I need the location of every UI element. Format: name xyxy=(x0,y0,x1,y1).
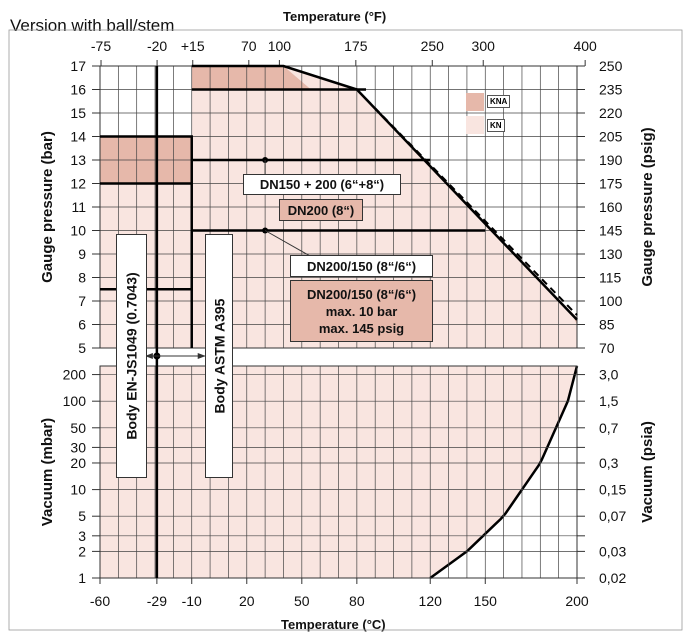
x-tick-celsius: 80 xyxy=(349,593,365,609)
series-dn200-dashed xyxy=(365,98,578,316)
x-tick-celsius: -10 xyxy=(182,593,202,609)
x-tick-fahrenheit: -20 xyxy=(147,38,167,54)
vacuum-left-tick: 5 xyxy=(78,508,86,524)
annotation-dn150-200: DN150 + 200 (6“+8“) xyxy=(243,174,401,195)
pressure-ylabel-right: Gauge pressure (psig) xyxy=(639,127,656,286)
annotation-dn200-150-line3: max. 145 psig xyxy=(318,320,405,336)
vacuum-frame xyxy=(99,365,578,579)
vacuum-ylabel-right: Vacuum (psia) xyxy=(639,421,656,523)
annotation-dn200-150-line1: DN200/150 (8“/6“) xyxy=(306,286,417,302)
annotation-dn200-150: DN200/150 (8“/6“) xyxy=(290,255,433,277)
series-en-js1049-line xyxy=(100,135,193,185)
legend-kn-swatch xyxy=(466,116,484,134)
x-tick-fahrenheit: 300 xyxy=(472,38,496,54)
vacuum-left-tick: 50 xyxy=(70,420,86,436)
legend-kn-label: KN xyxy=(487,119,505,132)
body-en-js1049-text: Body EN-JS1049 (0.7043) xyxy=(123,272,140,440)
pressure-right-tick: 250 xyxy=(599,58,623,74)
x-tick-fahrenheit: -75 xyxy=(91,38,111,54)
pressure-right-tick: 115 xyxy=(599,270,622,286)
pressure-outside-left xyxy=(100,66,192,137)
bottom-axis-title: Temperature (°C) xyxy=(281,617,386,632)
vacuum-right-tick: 0,03 xyxy=(599,543,626,559)
vacuum-left-tick: 10 xyxy=(70,482,86,498)
pressure-left-tick: 17 xyxy=(70,58,86,74)
pressure-left-tick: 9 xyxy=(78,246,86,262)
x-tick-fahrenheit: 175 xyxy=(344,38,368,54)
vacuum-left-tick: 20 xyxy=(70,455,86,471)
vacuum-right-tick: 1,5 xyxy=(599,393,619,409)
pressure-left-tick: 6 xyxy=(78,317,86,333)
pressure-left-tick: 8 xyxy=(78,270,86,286)
x-tick-fahrenheit: 400 xyxy=(573,38,597,54)
pressure-right-tick: 70 xyxy=(599,340,615,356)
pressure-left-tick: 11 xyxy=(71,199,86,215)
vacuum-right-tick: 0,15 xyxy=(599,482,626,498)
vacuum-boundary-line xyxy=(429,365,579,580)
top-axis-title: Temperature (°F) xyxy=(283,9,387,24)
x-tick-fahrenheit: 100 xyxy=(268,38,292,54)
pressure-right-tick: 235 xyxy=(599,82,623,98)
body-astm-a395-text: Body ASTM A395 xyxy=(211,298,227,414)
x-tick-fahrenheit: 250 xyxy=(421,38,445,54)
pressure-left-tick: 7 xyxy=(78,293,86,309)
pressure-right-tick: 100 xyxy=(599,293,623,309)
x-tick-fahrenheit: 70 xyxy=(241,38,257,54)
outer-border xyxy=(8,29,683,631)
pressure-right-tick: 190 xyxy=(599,152,623,168)
pressure-left-tick: 12 xyxy=(70,176,86,192)
vacuum-right-tick: 0,7 xyxy=(599,420,619,436)
x-tick-celsius: 50 xyxy=(294,593,310,609)
x-tick-celsius: 200 xyxy=(565,593,589,609)
body-en-js1049-label: Body EN-JS1049 (0.7043) xyxy=(116,234,147,478)
pressure-left-tick: 5 xyxy=(78,340,86,356)
arrowhead-left xyxy=(144,353,153,359)
x-tick-celsius: -29 xyxy=(147,593,167,609)
pressure-right-tick: 130 xyxy=(599,246,623,262)
annotation-dn200-150-line2: max. 10 bar xyxy=(325,303,398,319)
kna-region-top xyxy=(191,66,311,90)
leader-dn200-150 xyxy=(264,230,311,257)
series-dn150-200-line xyxy=(191,64,578,321)
vacuum-left-tick: 30 xyxy=(70,439,86,455)
arrowhead-right xyxy=(197,353,206,359)
annotation-dn200-150-limits: DN200/150 (8“/6“) max. 10 bar max. 145 p… xyxy=(290,280,433,342)
pressure-right-tick: 205 xyxy=(599,129,623,145)
vacuum-left-tick: 1 xyxy=(78,570,86,586)
pressure-left-tick: 16 xyxy=(70,82,86,98)
pressure-ylabel-left: Gauge pressure (bar) xyxy=(39,131,56,283)
x-tick-celsius: 150 xyxy=(474,593,498,609)
vacuum-left-tick: 200 xyxy=(63,367,87,383)
pressure-right-tick: 220 xyxy=(599,105,623,121)
pressure-left-tick: 10 xyxy=(70,223,86,239)
x-tick-celsius: 120 xyxy=(419,593,443,609)
legend-kna-label: KNA xyxy=(487,95,511,108)
vacuum-right-tick: 3,0 xyxy=(599,367,619,383)
pressure-right-tick: 175 xyxy=(599,176,623,192)
vacuum-right-tick: 0,3 xyxy=(599,455,619,471)
body-astm-a395-label: Body ASTM A395 xyxy=(205,234,233,478)
x-tick-celsius: -60 xyxy=(90,593,110,609)
pressure-left-tick: 15 xyxy=(70,105,86,121)
annotation-dn200: DN200 (8“) xyxy=(279,199,363,221)
x-tick-fahrenheit: +15 xyxy=(181,38,205,54)
pressure-right-tick: 145 xyxy=(599,223,623,239)
x-tick-celsius: 20 xyxy=(239,593,255,609)
pressure-left-tick: 13 xyxy=(70,152,86,168)
pressure-right-tick: 160 xyxy=(599,199,623,215)
vacuum-left-tick: 2 xyxy=(78,543,86,559)
vacuum-ylabel-left: Vacuum (mbar) xyxy=(39,418,56,526)
pressure-right-tick: 85 xyxy=(599,317,615,333)
legend-kna-swatch xyxy=(466,93,484,111)
pressure-left-tick: 14 xyxy=(70,129,86,145)
vacuum-left-tick: 3 xyxy=(78,528,86,544)
vacuum-left-tick: 100 xyxy=(63,393,87,409)
vacuum-right-tick: 0,07 xyxy=(599,508,626,524)
vacuum-right-tick: 0,02 xyxy=(599,570,626,586)
